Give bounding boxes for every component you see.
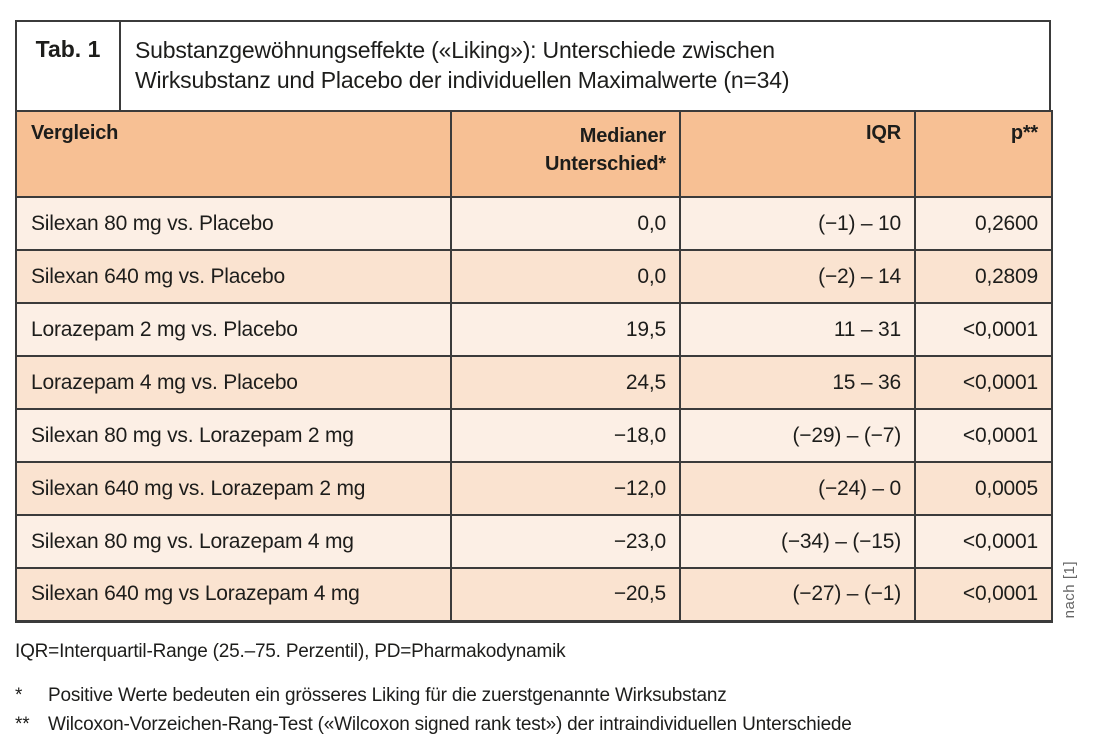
cell-median: 19,5: [450, 302, 681, 357]
footnote-2-text: Wilcoxon-Vorzeichen-Rang-Test («Wilcoxon…: [48, 713, 852, 735]
cell-vergleich: Silexan 80 mg vs. Lorazepam 2 mg: [15, 408, 452, 463]
table-row: Silexan 80 mg vs. Lorazepam 2 mg −18,0 (−2…: [15, 408, 1053, 463]
cell-median: −18,0: [450, 408, 681, 463]
header-row: Vergleich Medianer Unterschied* IQR p**: [15, 110, 1053, 198]
table-title: Substanzgewöhnungseffekte («Liking»): Un…: [121, 22, 1049, 110]
cell-p: 0,0005: [914, 461, 1053, 516]
data-table: Vergleich Medianer Unterschied* IQR p** …: [15, 110, 1053, 623]
cell-iqr: (−34) – (−15): [679, 514, 916, 569]
cell-median: −12,0: [450, 461, 681, 516]
cell-median: 24,5: [450, 355, 681, 410]
cell-median: 0,0: [450, 196, 681, 251]
cell-p: 0,2600: [914, 196, 1053, 251]
table-row: Silexan 640 mg vs. Placebo 0,0 (−2) – 14 0,…: [15, 249, 1053, 304]
cell-vergleich: Silexan 80 mg vs. Lorazepam 4 mg: [15, 514, 452, 569]
cell-vergleich: Silexan 640 mg vs. Placebo: [15, 249, 452, 304]
table-row: Lorazepam 2 mg vs. Placebo 19,5 11 – 31 <0,…: [15, 302, 1053, 357]
header-medianer-line2: Unterschied*: [545, 153, 666, 175]
cell-iqr: 11 – 31: [679, 302, 916, 357]
table-figure: Tab. 1 Substanzgewöhnungseffekte («Likin…: [15, 20, 1078, 736]
footnote-1: * Positive Werte bedeuten ein grösseres …: [15, 685, 1100, 707]
table-row: Silexan 640 mg vs. Lorazepam 2 mg −12,0 (−…: [15, 461, 1053, 516]
header-iqr: IQR: [679, 110, 916, 198]
cell-median: −23,0: [450, 514, 681, 569]
cell-iqr: (−1) – 10: [679, 196, 916, 251]
cell-iqr: (−27) – (−1): [679, 567, 916, 623]
cell-vergleich: Silexan 640 mg vs. Lorazepam 2 mg: [15, 461, 452, 516]
table-title-line1: Substanzgewöhnungseffekte («Liking»): Un…: [135, 37, 775, 63]
header-medianer-line1: Medianer: [579, 125, 666, 147]
table-row: Silexan 80 mg vs. Placebo 0,0 (−1) – 10 0,2…: [15, 196, 1053, 251]
cell-median: −20,5: [450, 567, 681, 623]
cell-p: 0,2809: [914, 249, 1053, 304]
cell-p: <0,0001: [914, 408, 1053, 463]
table-tag: Tab. 1: [17, 22, 121, 110]
table-header: Vergleich Medianer Unterschied* IQR p**: [15, 110, 1053, 198]
table-title-box: Tab. 1 Substanzgewöhnungseffekte («Likin…: [15, 20, 1051, 112]
header-medianer-unterschied: Medianer Unterschied*: [450, 110, 681, 198]
header-vergleich: Vergleich: [15, 110, 452, 198]
cell-iqr: (−24) – 0: [679, 461, 916, 516]
footnote-1-marker: *: [15, 684, 23, 706]
table-body: Silexan 80 mg vs. Placebo 0,0 (−1) – 10 0,2…: [15, 196, 1053, 623]
cell-p: <0,0001: [914, 355, 1053, 410]
footnote-2-marker: **: [15, 713, 30, 735]
table-row: Silexan 80 mg vs. Lorazepam 4 mg −23,0 (−3…: [15, 514, 1053, 569]
cell-vergleich: Lorazepam 2 mg vs. Placebo: [15, 302, 452, 357]
table-row: Silexan 640 mg vs Lorazepam 4 mg −20,5 (−2…: [15, 567, 1053, 623]
source-reference: nach [1]: [1061, 532, 1078, 618]
cell-p: <0,0001: [914, 514, 1053, 569]
header-p: p**: [914, 110, 1053, 198]
table-row: Lorazepam 4 mg vs. Placebo 24,5 15 – 36 <0,…: [15, 355, 1053, 410]
cell-median: 0,0: [450, 249, 681, 304]
footnote-abbreviations: IQR=Interquartil-Range (25.–75. Perzenti…: [15, 640, 566, 662]
cell-vergleich: Silexan 80 mg vs. Placebo: [15, 196, 452, 251]
cell-p: <0,0001: [914, 567, 1053, 623]
cell-iqr: (−29) – (−7): [679, 408, 916, 463]
cell-vergleich: Lorazepam 4 mg vs. Placebo: [15, 355, 452, 410]
source-reference-text: nach [1]: [1061, 560, 1078, 618]
cell-iqr: (−2) – 14: [679, 249, 916, 304]
footnote-1-text: Positive Werte bedeuten ein grösseres Li…: [48, 684, 727, 706]
table-title-line2: Wirksubstanz und Placebo der individuell…: [135, 67, 790, 93]
cell-vergleich: Silexan 640 mg vs Lorazepam 4 mg: [15, 567, 452, 623]
cell-p: <0,0001: [914, 302, 1053, 357]
cell-iqr: 15 – 36: [679, 355, 916, 410]
footnote-2: ** Wilcoxon-Vorzeichen-Rang-Test («Wilco…: [15, 714, 1100, 736]
